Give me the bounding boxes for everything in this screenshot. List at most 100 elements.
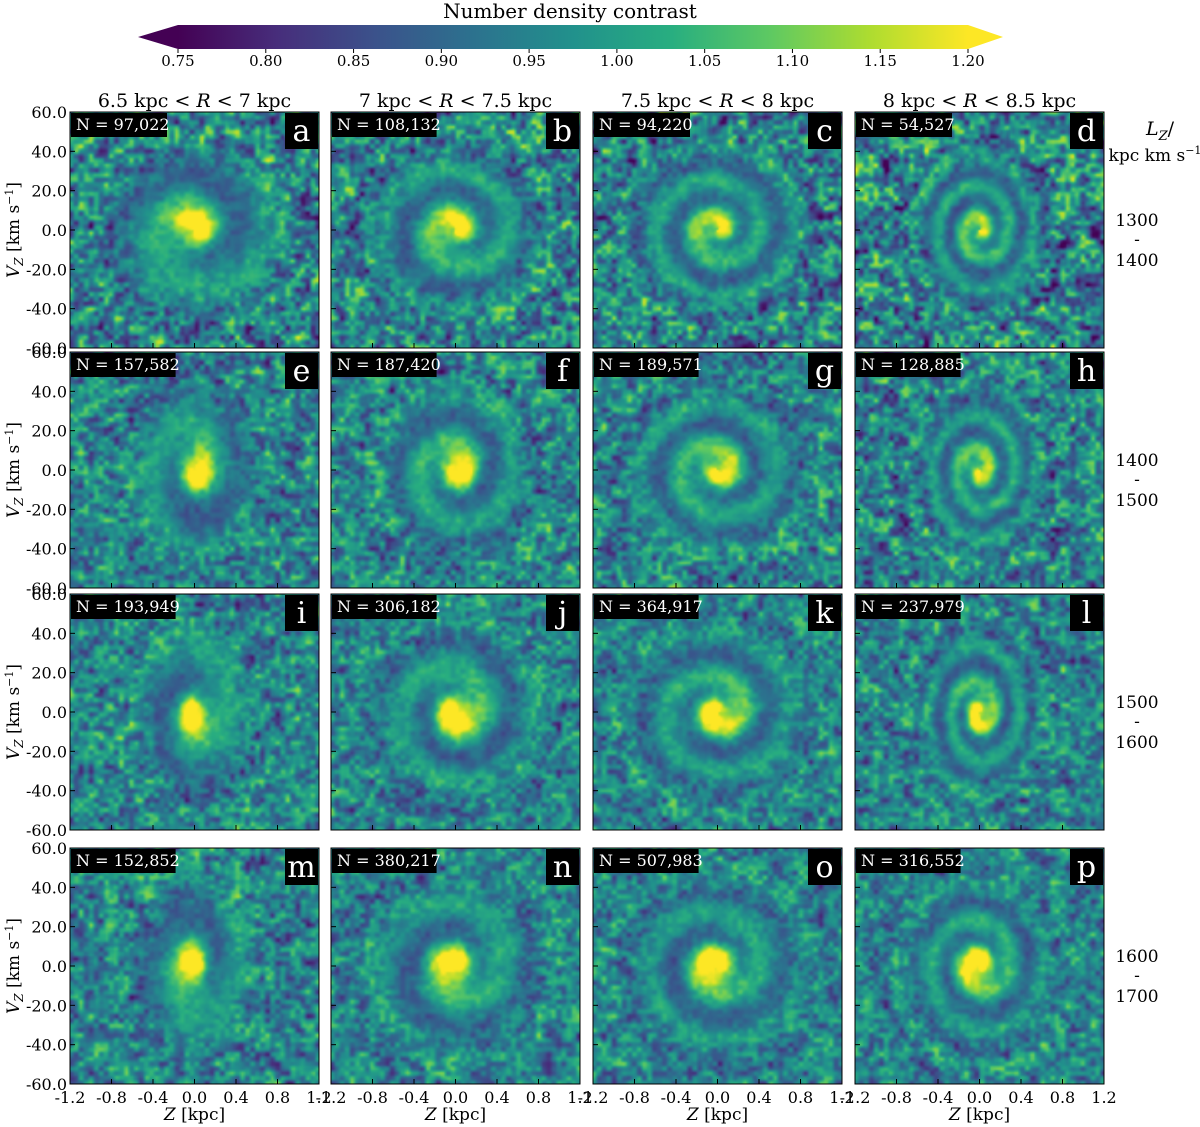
- lz-range-low: 1300: [1115, 211, 1158, 231]
- x-tick-label: 0.8: [265, 1088, 290, 1107]
- panel-letter-box: [808, 849, 841, 885]
- y-tick-label: -60.0: [26, 1075, 67, 1094]
- colorbar-ticks: 0.75 0.80 0.85 0.90 0.95 1.00 1.05 1.10 1.15 1.20: [161, 49, 985, 70]
- sample-count-box: [856, 113, 952, 137]
- x-axis-labels: Z [kpc] Z [kpc] Z [kpc] Z [kpc]: [163, 1105, 1010, 1125]
- density-heatmap: [331, 848, 580, 1084]
- sample-count-text: N = 193,949: [76, 597, 180, 616]
- sample-count-box: [332, 595, 437, 619]
- density-heatmap: [331, 352, 580, 588]
- panel-letter: h: [1077, 354, 1096, 389]
- panel-letter-badge: p: [1070, 849, 1103, 885]
- sample-count-box: [71, 595, 176, 619]
- panel-grid: N = 97,022 a N = 108,132 b N = 94,220 c N = 54…: [69, 111, 1105, 1085]
- y-tick-label: -20.0: [26, 500, 67, 519]
- x-tick-label: 0.0: [967, 1088, 992, 1107]
- lz-range-high: 1700: [1115, 987, 1158, 1007]
- sample-count-badge: N = 364,917: [594, 595, 703, 619]
- panel-letter-badge: o: [808, 849, 841, 885]
- density-heatmap: [855, 112, 1104, 348]
- sample-count-text: N = 187,420: [337, 355, 441, 374]
- panel-letter-badge: k: [808, 595, 841, 631]
- colorbar-tick-label: 0.80: [249, 52, 282, 70]
- sample-count-box: [71, 353, 176, 377]
- sample-count-text: N = 157,582: [76, 355, 180, 374]
- sample-count-badge: N = 306,182: [332, 595, 441, 619]
- panel-letter-box: [546, 113, 579, 149]
- colorbar-tick-label: 1.20: [951, 52, 984, 70]
- x-axis-label: Z [kpc]: [163, 1105, 225, 1125]
- y-tick-label: 60.0: [31, 585, 67, 604]
- x-axis-label: Z [kpc]: [948, 1105, 1010, 1125]
- y-tick-label: 20.0: [31, 422, 67, 441]
- sample-count-box: [594, 113, 690, 137]
- lz-range-high: 1600: [1115, 733, 1158, 753]
- sample-count-badge: N = 507,983: [594, 849, 703, 873]
- panel-letter-badge: e: [285, 353, 318, 389]
- sample-count-box: [856, 595, 961, 619]
- x-tick-label: -0.8: [96, 1088, 127, 1107]
- lz-range-dash: -: [1134, 470, 1140, 490]
- density-heatmap: [593, 352, 842, 588]
- y-tick-label: 0.0: [42, 461, 67, 480]
- column-header-3: 7.5 kpc < R < 8 kpc: [621, 90, 814, 112]
- panel-letter: b: [553, 114, 572, 149]
- lz-header-line2: kpc km s−1: [1109, 144, 1200, 166]
- sample-count-box: [594, 849, 699, 873]
- sample-count-box: [856, 353, 961, 377]
- density-heatmap: [593, 848, 842, 1084]
- sample-count-text: N = 237,979: [861, 597, 965, 616]
- y-tick-label: -60.0: [26, 821, 67, 840]
- y-tick-label: 0.0: [42, 221, 67, 240]
- panel-letter-box: [546, 353, 579, 389]
- y-tick-label: 60.0: [31, 103, 67, 122]
- sample-count-text: N = 380,217: [337, 851, 441, 870]
- x-tick-label: -1.2: [55, 1088, 86, 1107]
- x-tick-label: -1.2: [316, 1088, 347, 1107]
- x-tick-label: -0.4: [138, 1088, 169, 1107]
- colorbar-gradient: [178, 25, 968, 49]
- sample-count-text: N = 54,527: [861, 115, 955, 134]
- x-tick-label: 0.0: [182, 1088, 207, 1107]
- panel-b: N = 108,132 b: [330, 111, 581, 349]
- x-tick-label: -0.8: [357, 1088, 388, 1107]
- lz-range-high: 1400: [1115, 251, 1158, 271]
- sample-count-text: N = 507,983: [599, 851, 703, 870]
- panel-g: N = 189,571 g: [592, 351, 843, 589]
- x-tick-label: 0.4: [746, 1088, 771, 1107]
- x-axis-label: Z [kpc]: [686, 1105, 748, 1125]
- x-tick-label: 0.0: [705, 1088, 730, 1107]
- panel-letter-badge: n: [546, 849, 579, 885]
- sample-count-text: N = 152,852: [76, 851, 180, 870]
- column-header-4: 8 kpc < R < 8.5 kpc: [883, 90, 1076, 112]
- panel-letter-box: [1070, 849, 1103, 885]
- y-tick-label: -60.0: [26, 339, 67, 358]
- panel-letter: j: [555, 596, 567, 631]
- density-heatmap: [855, 352, 1104, 588]
- colorbar: Number density contrast 0.75 0.80 0.85 0.90…: [138, 0, 1003, 70]
- sample-count-badge: N = 108,132: [332, 113, 441, 137]
- panel-i: N = 193,949 i: [69, 593, 320, 831]
- x-tick-label: 0.8: [788, 1088, 813, 1107]
- sample-count-badge: N = 94,220: [594, 113, 693, 137]
- sample-count-box: [594, 353, 699, 377]
- panel-letter: n: [553, 850, 572, 885]
- panel-letter-badge: b: [546, 113, 579, 149]
- sample-count-box: [332, 353, 437, 377]
- panel-m: N = 152,852 m: [69, 847, 320, 1085]
- colorbar-extend-high: [968, 25, 1003, 49]
- lz-range-dash: -: [1134, 966, 1140, 986]
- y-axis-label: VZ [km s−1]: [3, 422, 26, 518]
- sample-count-badge: N = 157,582: [71, 353, 180, 377]
- x-tick-label: 0.0: [443, 1088, 468, 1107]
- lz-range-low: 1500: [1115, 693, 1158, 713]
- tick-labels: 60.040.020.00.0-20.0-40.0-60.060.040.020…: [26, 103, 1117, 1107]
- x-tick-label: -0.4: [661, 1088, 692, 1107]
- panel-letter: l: [1082, 596, 1092, 631]
- panel-letter: c: [816, 114, 833, 149]
- y-tick-label: -20.0: [26, 996, 67, 1015]
- panel-letter-box: [546, 595, 579, 631]
- panel-letter: m: [287, 850, 315, 885]
